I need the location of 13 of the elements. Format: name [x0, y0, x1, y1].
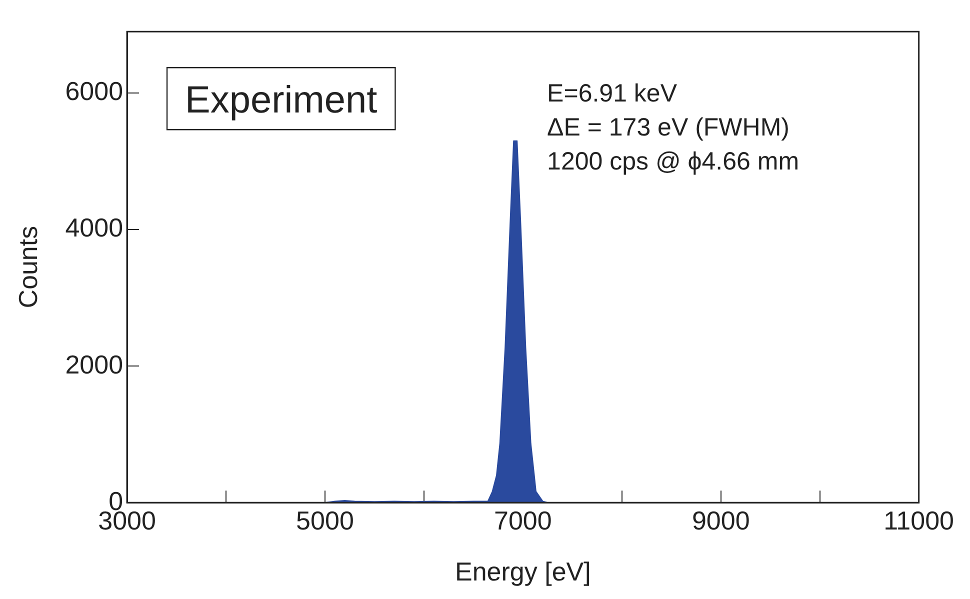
annotation: Experiment [185, 80, 378, 122]
x-axis-title: Energy [eV] [455, 556, 591, 587]
x-tick-label: 7000 [494, 505, 552, 536]
y-tick-label: 4000 [65, 212, 124, 243]
y-tick-label: 6000 [65, 76, 124, 106]
x-tick-label: 9000 [692, 505, 750, 536]
annotation: ΔE = 173 eV (FWHM) [547, 114, 790, 142]
x-tick-label: 11000 [884, 505, 954, 536]
y-axis-title: Counts [12, 226, 43, 308]
x-tick-label: 5000 [296, 505, 354, 536]
annotation: E=6.91 keV [547, 80, 678, 108]
annotation: 1200 cps @ ϕ4.66 mm [547, 148, 800, 176]
y-tick-label: 2000 [65, 349, 124, 380]
